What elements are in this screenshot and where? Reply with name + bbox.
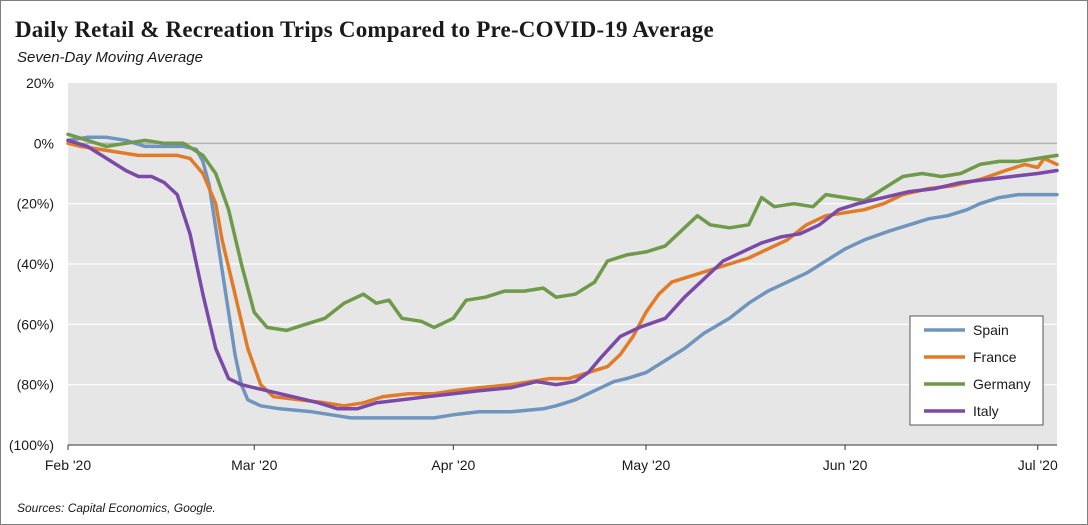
legend-label-germany: Germany <box>973 376 1031 392</box>
series-line-germany <box>66 132 1059 333</box>
legend-label-italy: Italy <box>973 403 999 419</box>
y-tick-label: (100%) <box>9 437 54 453</box>
legend-label-france: France <box>973 349 1017 365</box>
series-line-france <box>66 141 1059 408</box>
chart-title: Daily Retail & Recreation Trips Compared… <box>15 17 714 42</box>
legend-label-spain: Spain <box>973 322 1009 338</box>
x-tick-label: Feb '20 <box>45 457 91 473</box>
y-tick-label: 20% <box>26 75 54 91</box>
x-tick-label: Jul '20 <box>1018 457 1058 473</box>
chart-subtitle: Seven-Day Moving Average <box>17 49 203 66</box>
y-tick-label: (40%) <box>17 256 54 272</box>
x-tick-label: May '20 <box>622 457 671 473</box>
legend-box <box>909 315 1044 426</box>
y-tick-label: (20%) <box>17 196 54 212</box>
series-line-italy <box>66 138 1059 411</box>
x-tick-label: Mar '20 <box>231 457 277 473</box>
y-tick-label: (60%) <box>17 316 54 332</box>
y-tick-label: 0% <box>34 135 54 151</box>
x-tick-label: Apr '20 <box>431 457 475 473</box>
y-tick-label: (80%) <box>17 377 54 393</box>
x-tick-label: Jun '20 <box>823 457 868 473</box>
source-note: Sources: Capital Economics, Google. <box>17 501 216 515</box>
